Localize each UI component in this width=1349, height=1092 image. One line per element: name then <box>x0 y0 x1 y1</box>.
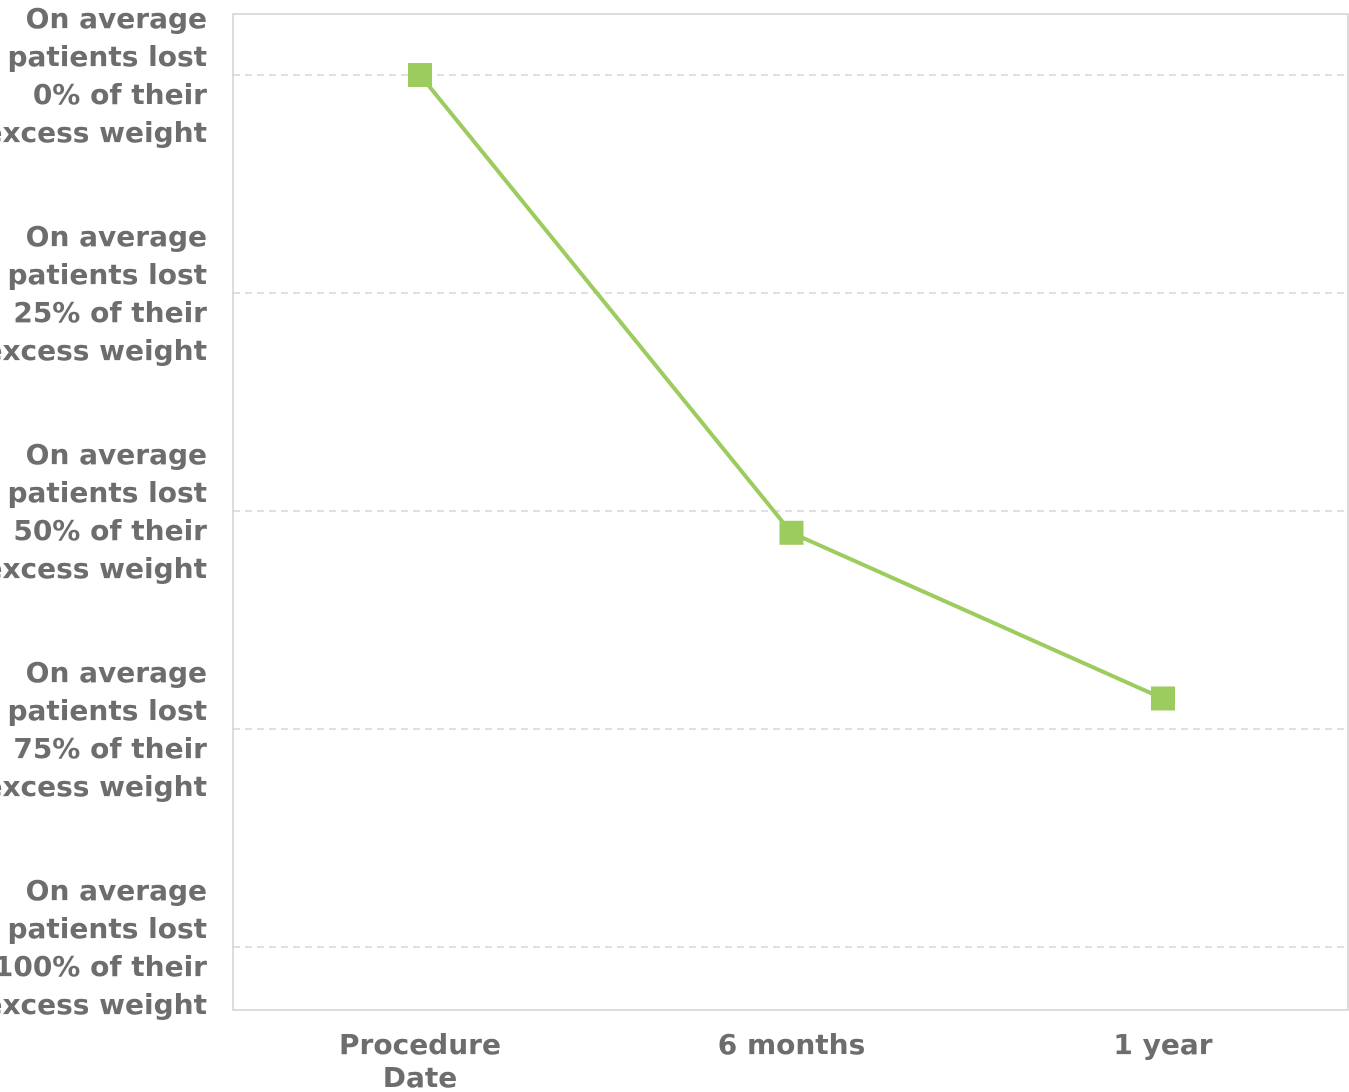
series-layer <box>408 63 1175 711</box>
y-tick-label-0: On average patients lost 0% of their excess… <box>0 2 207 149</box>
series-line-0 <box>418 73 1164 701</box>
y-tick-label-75: On average patients lost 75% of their exces… <box>0 656 207 803</box>
y-tick-label-50: On average patients lost 50% of their exces… <box>0 438 207 585</box>
plot-area-border <box>232 13 1349 1011</box>
y-axis-tick-labels: On average patients lost 0% of their excess… <box>0 2 207 1021</box>
x-tick-label-0: Procedure Date <box>339 1028 501 1092</box>
data-point-0-2 <box>1151 686 1175 711</box>
x-tick-label-1: 6 months <box>718 1028 866 1061</box>
data-point-0-0 <box>408 63 432 87</box>
x-axis-tick-labels: Procedure Date 6 months 1 year <box>339 1028 1213 1092</box>
y-tick-label-100: On average patients lost 100% of their exce… <box>0 874 207 1021</box>
grid-lines <box>233 74 1348 948</box>
x-tick-label-2: 1 year <box>1113 1028 1212 1061</box>
data-point-0-1 <box>779 520 804 545</box>
y-tick-label-25: On average patients lost 25% of their exces… <box>0 220 207 367</box>
